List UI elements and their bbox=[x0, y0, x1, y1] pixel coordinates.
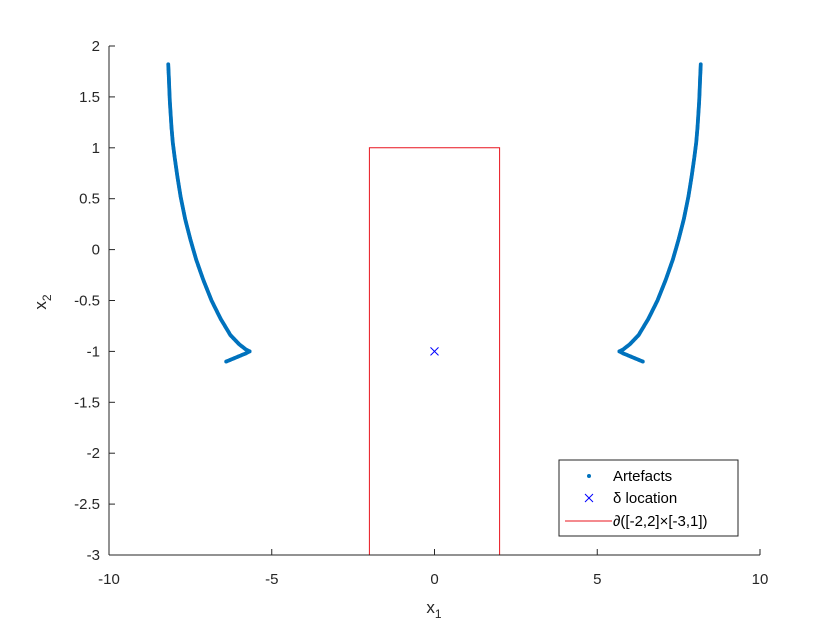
x-axis-title-subscript: 1 bbox=[435, 607, 442, 621]
y-axis-title-subscript: 2 bbox=[40, 294, 54, 301]
x-tick-label: 10 bbox=[752, 571, 769, 588]
y-tick-label: 2 bbox=[92, 38, 100, 55]
plot-area bbox=[166, 62, 703, 556]
artefact-point bbox=[224, 359, 229, 364]
x-axis-title: x1 bbox=[426, 598, 442, 621]
x-tick-label: -5 bbox=[265, 571, 278, 588]
x-axis-title-main: x bbox=[426, 598, 435, 617]
legend-marker-delta bbox=[584, 493, 594, 503]
legend-label-artefacts: Artefacts bbox=[613, 468, 672, 485]
y-tick-label: -3 bbox=[87, 547, 100, 564]
y-axis-title: x2 bbox=[31, 294, 54, 310]
y-tick-label: -0.5 bbox=[74, 293, 100, 310]
y-tick-label: -2.5 bbox=[74, 496, 100, 513]
y-tick-label: -1 bbox=[87, 343, 100, 360]
x-tick-label: 5 bbox=[593, 571, 601, 588]
y-tick-label: 0 bbox=[92, 242, 100, 259]
y-tick-label: 1 bbox=[92, 140, 100, 157]
y-tick-label: -1.5 bbox=[74, 394, 100, 411]
y-tick-label: -2 bbox=[87, 445, 100, 462]
y-axis-title-main: x bbox=[31, 301, 50, 310]
y-tick-label: 0.5 bbox=[79, 191, 100, 208]
legend: Artefacts δ location ∂([-2,2]×[-3,1]) bbox=[558, 459, 739, 537]
legend-label-delta: δ location bbox=[613, 490, 677, 507]
artefact-point bbox=[640, 359, 645, 364]
y-tick-label: 1.5 bbox=[79, 89, 100, 106]
artefacts-series bbox=[166, 62, 703, 364]
delta-location-marker bbox=[430, 347, 439, 356]
ticks: -10 -5 0 5 10 -3 -2.5 -2 -1.5 -1 -0.5 0 0.5 1 1.5 2 bbox=[74, 38, 768, 588]
x-tick-label: -10 bbox=[98, 571, 120, 588]
legend-label-boundary: ∂([-2,2]×[-3,1]) bbox=[613, 513, 708, 530]
x-tick-label: 0 bbox=[430, 571, 438, 588]
legend-marker-artefacts bbox=[587, 474, 591, 478]
